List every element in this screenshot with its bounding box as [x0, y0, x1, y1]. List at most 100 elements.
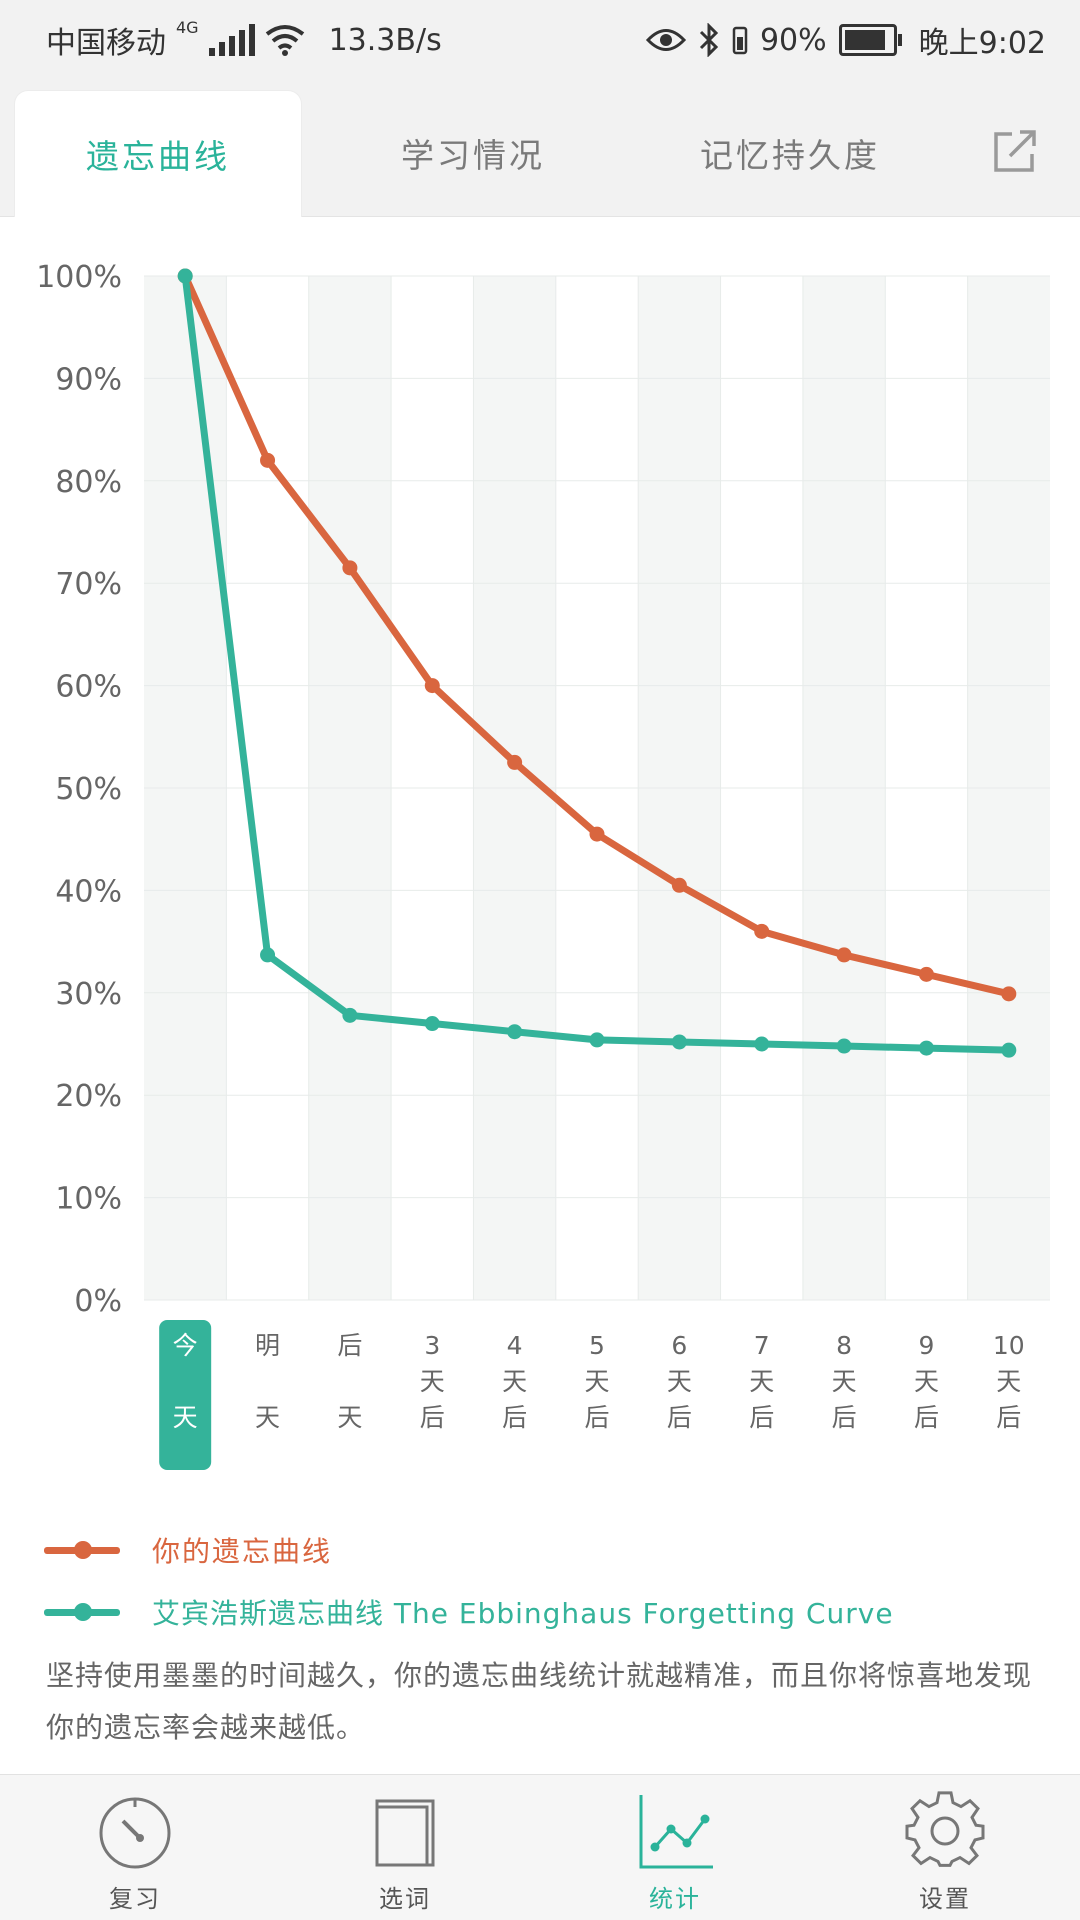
data-point	[836, 1038, 852, 1054]
signal-icon	[208, 24, 255, 56]
tab-memory-durability[interactable]: 记忆持久度	[700, 136, 880, 175]
data-point	[589, 826, 605, 842]
legend-swatch-orange	[44, 1541, 120, 1559]
x-tick-label: 4	[507, 1331, 523, 1360]
x-tick-label: 后	[749, 1403, 774, 1432]
x-tick-label: 后	[584, 1403, 609, 1432]
legend-ebbinghaus-curve: 艾宾浩斯遗忘曲线 The Ebbinghaus Forgetting Curve	[44, 1592, 894, 1632]
x-tick-label: 3	[424, 1331, 440, 1360]
data-point	[671, 877, 687, 893]
x-tick-label: 明	[255, 1331, 280, 1360]
data-point	[754, 923, 770, 939]
y-tick-label: 100%	[36, 260, 122, 295]
data-point	[260, 452, 276, 468]
y-tick-label: 80%	[55, 465, 122, 500]
wifi-icon	[265, 25, 304, 56]
x-tick-label: 天	[584, 1367, 609, 1396]
dial-icon	[99, 1797, 171, 1869]
nav-review[interactable]: 复习	[0, 1775, 270, 1920]
x-tick-label: 后	[914, 1403, 939, 1432]
battery-icon	[838, 24, 902, 56]
legend-swatch-green	[44, 1603, 120, 1621]
y-tick-label: 60%	[55, 670, 122, 705]
x-tick-label: 天	[502, 1367, 527, 1396]
data-point	[918, 1040, 934, 1056]
data-point	[918, 966, 934, 982]
data-point	[260, 947, 276, 963]
nav-label: 选词	[379, 1885, 431, 1913]
x-tick-label: 后	[502, 1403, 527, 1432]
x-tick-label: 后	[832, 1403, 857, 1432]
x-tick-label: 天	[749, 1367, 774, 1396]
x-tick-label: 天	[337, 1403, 362, 1432]
nav-label: 设置	[919, 1885, 971, 1913]
eye-icon	[645, 29, 686, 51]
legend-label: 你的遗忘曲线	[152, 1535, 333, 1568]
status-time: 晚上9:02	[918, 26, 1046, 61]
book-icon	[375, 1799, 435, 1867]
nav-label: 统计	[649, 1885, 701, 1913]
x-tick-label: 天	[914, 1367, 939, 1396]
tab-forgetting-curve[interactable]: 遗忘曲线	[14, 90, 302, 217]
x-tick-label: 7	[754, 1331, 770, 1360]
data-point	[1001, 1042, 1017, 1058]
data-point	[507, 1024, 523, 1040]
legend-your-curve: 你的遗忘曲线	[44, 1530, 332, 1570]
chart-canvas: 0%10%20%30%40%50%60%70%80%90%100%今天明天后天3…	[36, 260, 1050, 1470]
data-point	[424, 678, 440, 694]
x-tick-label: 9	[919, 1331, 935, 1360]
y-tick-label: 0%	[74, 1284, 122, 1319]
gear-icon	[905, 1791, 985, 1867]
tab-bar: 遗忘曲线 学习情况 记忆持久度	[0, 74, 1080, 217]
data-point	[342, 1007, 358, 1023]
y-tick-label: 90%	[55, 362, 122, 397]
bluetooth-icon	[699, 23, 719, 57]
data-point	[1001, 986, 1017, 1002]
x-tick-label: 后	[337, 1331, 362, 1360]
x-tick-label: 天	[420, 1367, 445, 1396]
data-point	[754, 1036, 770, 1052]
nav-select-words[interactable]: 选词	[270, 1775, 540, 1920]
selected-day-highlight	[159, 1320, 212, 1470]
y-tick-label: 50%	[55, 772, 122, 807]
data-point	[507, 754, 523, 770]
phone-battery-icon	[732, 26, 748, 55]
forgetting-curve-chart: 0% 10% 20% 30% 40% 50% 60% 70% 80% 90% 100% 今天明天后天 3…	[0, 216, 1080, 1476]
y-tick-label: 30%	[55, 977, 122, 1012]
data-point	[342, 560, 358, 576]
tab-study-status[interactable]: 学习情况	[401, 136, 545, 175]
network-speed: 13.3B/s	[328, 22, 442, 58]
nav-settings[interactable]: 设置	[810, 1775, 1080, 1920]
status-right: 90% 晚上9:02	[645, 18, 1046, 62]
chart-icon	[639, 1795, 713, 1869]
legend-label: 艾宾浩斯遗忘曲线 The Ebbinghaus Forgetting Curve	[152, 1597, 894, 1630]
bottom-nav: 复习 选词 统计 设置	[0, 1774, 1080, 1920]
y-tick-label: 70%	[55, 567, 122, 602]
y-tick-label: 10%	[55, 1182, 122, 1217]
data-point	[424, 1016, 440, 1032]
nav-label: 复习	[109, 1885, 161, 1913]
x-tick-label: 后	[420, 1403, 445, 1432]
y-tick-label: 40%	[55, 874, 122, 909]
status-bar: 中国移动 4G 13.3B/s	[0, 0, 1080, 74]
x-tick-label: 5	[589, 1331, 605, 1360]
data-point	[836, 947, 852, 963]
x-tick-label: 8	[836, 1331, 852, 1360]
x-tick-label: 天	[832, 1367, 857, 1396]
nav-statistics[interactable]: 统计	[540, 1775, 810, 1920]
data-point	[671, 1034, 687, 1050]
battery-percent: 90%	[759, 22, 827, 58]
share-icon[interactable]	[990, 126, 1040, 176]
description-text: 坚持使用墨墨的时间越久，你的遗忘曲线统计就越精准，而且你将惊喜地发现你的遗忘率会…	[46, 1659, 1033, 1744]
x-tick-label: 天	[173, 1403, 198, 1432]
x-tick-label: 今	[173, 1331, 198, 1360]
x-tick-label: 天	[996, 1367, 1021, 1396]
x-tick-label: 10	[993, 1331, 1025, 1360]
network-type: 4G	[176, 18, 199, 37]
y-tick-label: 20%	[55, 1079, 122, 1114]
x-tick-label: 天	[255, 1403, 280, 1432]
data-point	[589, 1032, 605, 1048]
x-tick-label: 后	[996, 1403, 1021, 1432]
data-point	[177, 268, 193, 284]
